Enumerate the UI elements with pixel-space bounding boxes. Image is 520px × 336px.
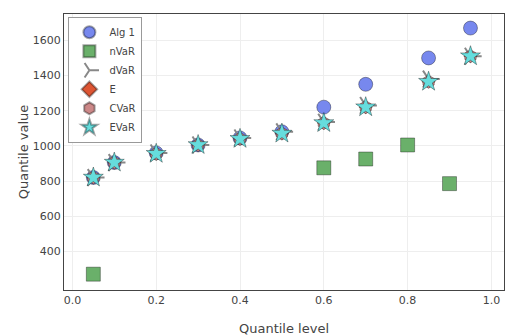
svg-text:1400: 1400 [33, 69, 61, 82]
svg-text:EVaR: EVaR [109, 122, 135, 133]
svg-text:dVaR: dVaR [109, 65, 135, 76]
svg-text:1.0: 1.0 [483, 294, 501, 307]
svg-text:0.2: 0.2 [147, 294, 165, 307]
svg-text:1000: 1000 [33, 140, 61, 153]
svg-text:0.0: 0.0 [64, 294, 82, 307]
svg-text:600: 600 [40, 210, 61, 223]
svg-text:0.4: 0.4 [231, 294, 249, 307]
svg-text:0.8: 0.8 [399, 294, 417, 307]
svg-text:1200: 1200 [33, 105, 61, 118]
svg-text:nVaR: nVaR [109, 46, 135, 57]
svg-text:400: 400 [40, 245, 61, 258]
svg-text:1600: 1600 [33, 34, 61, 47]
svg-text:Quantile level: Quantile level [239, 321, 329, 336]
svg-text:0.6: 0.6 [315, 294, 333, 307]
svg-text:CVaR: CVaR [109, 103, 135, 114]
svg-text:E: E [109, 84, 115, 95]
svg-text:Quantile value: Quantile value [16, 105, 31, 200]
svg-text:800: 800 [40, 175, 61, 188]
svg-text:Alg 1: Alg 1 [109, 27, 135, 38]
